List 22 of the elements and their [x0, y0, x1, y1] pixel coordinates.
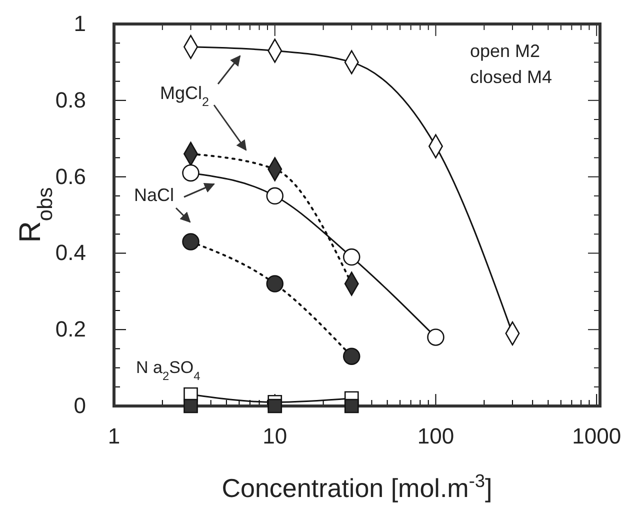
x-tick-label: 100	[417, 424, 454, 449]
point	[182, 164, 200, 182]
point	[342, 348, 360, 365]
annotation: N a$_{2}$SO$_{4}$	[136, 358, 201, 383]
annotation: open M2	[470, 41, 540, 61]
annotation: closed M4	[470, 67, 552, 87]
annotation: MgCl$_{2}$	[160, 83, 210, 109]
x-tick-label: 1000	[572, 424, 622, 449]
y-tick-label: 0.4	[55, 240, 86, 266]
point	[342, 248, 360, 266]
y-tick-label: 1	[74, 11, 86, 36]
annotation: NaCl	[134, 185, 174, 205]
x-tick-label: 1	[108, 424, 120, 449]
x-tick-label: 10	[262, 424, 288, 449]
y-tick-label: 0.6	[55, 164, 86, 189]
y-tick-label: 0.2	[55, 316, 86, 342]
point	[184, 398, 198, 414]
point	[344, 398, 359, 414]
y-tick-label: 0.8	[55, 87, 86, 112]
point	[182, 233, 200, 250]
y-tick-label: 0	[74, 393, 86, 418]
x-axis-title: Concentration [mol.m$^{-3}$]	[222, 471, 492, 503]
